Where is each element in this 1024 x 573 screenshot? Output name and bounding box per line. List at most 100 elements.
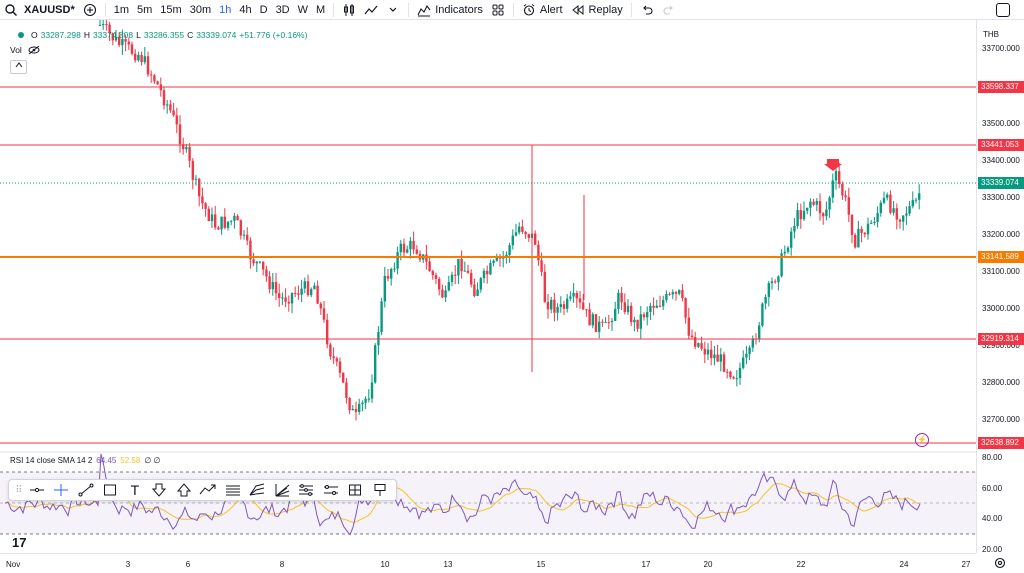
price-tag: 33441.053 xyxy=(978,139,1024,151)
candle-body xyxy=(690,335,694,338)
time-axis[interactable]: Nov 3 6 8 10 13 15 17 20 22 24 27 xyxy=(0,553,976,573)
lightning-icon[interactable]: ⚡ xyxy=(915,433,929,447)
range-icon[interactable] xyxy=(319,480,343,500)
candle-body xyxy=(518,226,521,233)
low-label: L xyxy=(136,30,141,40)
interval-3d[interactable]: 3D xyxy=(275,3,290,16)
crosshair-icon[interactable] xyxy=(49,480,73,500)
gear-icon xyxy=(994,557,1006,569)
price-tick: 33400.000 xyxy=(982,156,1020,165)
candle-body xyxy=(511,235,514,246)
bar-style-button[interactable] xyxy=(338,0,360,20)
redo-button[interactable] xyxy=(658,0,680,20)
gann-icon[interactable] xyxy=(294,480,318,500)
candle-body xyxy=(233,215,236,221)
rsi-tick: 40.00 xyxy=(982,514,1003,523)
candle-body xyxy=(230,220,233,222)
path-icon[interactable] xyxy=(196,480,220,500)
drawing-toolbar: ⠿ T xyxy=(8,479,397,501)
candle-body xyxy=(863,232,866,235)
arrow-up-icon[interactable] xyxy=(172,480,196,500)
candle-body xyxy=(860,228,863,233)
candle-body xyxy=(751,338,754,348)
interval-15m[interactable]: 15m xyxy=(160,3,182,16)
candle-body xyxy=(342,372,345,383)
candle-body xyxy=(700,343,703,349)
undo-button[interactable] xyxy=(636,0,658,20)
time-label: 6 xyxy=(185,560,191,569)
candle-body xyxy=(825,209,828,217)
candle-body xyxy=(758,325,761,340)
horizontal-ray-icon[interactable] xyxy=(25,480,49,500)
interval-d[interactable]: D xyxy=(259,3,268,16)
candle-body xyxy=(140,54,143,63)
indicators-button[interactable]: Indicators xyxy=(413,0,487,20)
compare-symbol-button[interactable] xyxy=(79,0,101,20)
chart-type-dropdown[interactable] xyxy=(382,0,404,20)
rectangle-icon[interactable] xyxy=(98,480,122,500)
candle-body xyxy=(114,36,118,41)
price-chart[interactable] xyxy=(0,20,976,553)
fullscreen-button[interactable] xyxy=(996,3,1010,17)
candle-body xyxy=(713,354,716,359)
parallel-channel-icon[interactable] xyxy=(221,480,245,500)
grip-icon[interactable]: ⠿ xyxy=(15,484,23,496)
candle-body xyxy=(534,233,537,245)
candle-body xyxy=(889,194,892,213)
search-symbol-button[interactable]: XAUUSD* xyxy=(0,0,79,20)
collapse-legend-button[interactable] xyxy=(10,60,27,74)
note-icon[interactable] xyxy=(368,480,392,500)
price-tag: 33339.074 xyxy=(978,177,1024,189)
candle-body xyxy=(98,24,102,26)
time-label: 10 xyxy=(380,560,390,569)
candle-body xyxy=(764,296,767,304)
candle-body xyxy=(815,201,818,205)
tradingview-logo-icon[interactable]: 17 xyxy=(12,535,27,550)
candle-body xyxy=(681,290,684,299)
candle-body xyxy=(566,298,569,309)
trendline-icon[interactable] xyxy=(74,480,98,500)
price-axis[interactable]: THB 33700.00033600.00033500.00033400.000… xyxy=(976,20,1024,554)
candle-body xyxy=(476,289,479,296)
candle-body xyxy=(687,317,690,336)
candle-body xyxy=(694,337,697,347)
interval-1h[interactable]: 1h xyxy=(219,3,232,16)
ohlc-legend: O 33287.298 H 33374.808 L 33286.355 C 33339.… xyxy=(18,30,307,40)
price-tick: 32700.000 xyxy=(982,415,1020,424)
eye-crossed-icon[interactable] xyxy=(28,45,40,55)
candle-body xyxy=(786,247,790,252)
settings-button[interactable] xyxy=(976,553,1024,573)
interval-5m[interactable]: 5m xyxy=(137,3,153,16)
alert-button[interactable]: Alert xyxy=(518,0,567,20)
candle-body xyxy=(402,243,406,253)
interval-4h[interactable]: 4h xyxy=(239,3,252,16)
candle-body xyxy=(198,178,201,197)
frame-icon[interactable] xyxy=(343,480,367,500)
arrow-down-icon[interactable] xyxy=(147,480,171,500)
interval-m[interactable]: M xyxy=(316,3,326,16)
layouts-button[interactable] xyxy=(487,0,509,20)
candle-body xyxy=(799,210,802,220)
change-value: +51.776 (+0.16%) xyxy=(239,30,308,40)
interval-30m[interactable]: 30m xyxy=(189,3,212,16)
candle-body xyxy=(594,314,598,332)
pitchfork-icon[interactable] xyxy=(270,480,294,500)
layout-grid-icon xyxy=(492,4,504,15)
candle-body xyxy=(239,220,242,236)
candle-body xyxy=(262,261,265,270)
replay-button[interactable]: Replay xyxy=(567,0,627,20)
fib-icon[interactable] xyxy=(245,480,269,500)
interval-1m[interactable]: 1m xyxy=(113,3,130,16)
candle-body xyxy=(847,197,850,215)
candle-body xyxy=(383,276,386,302)
open-value: 33287.298 xyxy=(40,30,81,40)
candle-body xyxy=(226,221,230,228)
candle-body xyxy=(454,274,457,276)
interval-w[interactable]: W xyxy=(297,3,309,16)
text-icon[interactable]: T xyxy=(130,482,140,498)
candle-body xyxy=(265,269,268,277)
line-style-button[interactable] xyxy=(360,0,382,20)
high-value: 33374.808 xyxy=(92,30,134,40)
candle-body xyxy=(431,271,434,276)
candle-body xyxy=(338,361,342,373)
